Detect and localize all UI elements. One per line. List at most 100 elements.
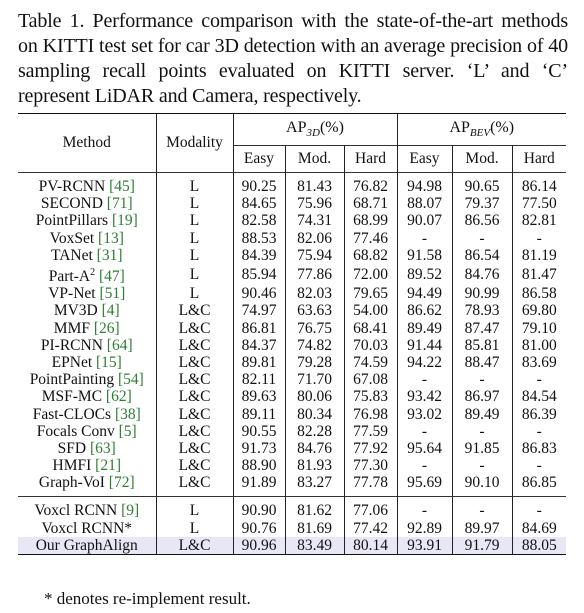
value-cell: 69.80 — [511, 302, 566, 320]
modality-cell: L&C — [155, 388, 233, 406]
table-row: SFD [63] L&C 91.73 84.76 77.92 95.64 91.85 86.8… — [18, 439, 566, 457]
citation-link[interactable]: [13] — [98, 229, 124, 247]
citation-link[interactable]: [62] — [105, 388, 132, 406]
value-cell: - — [511, 422, 566, 440]
header-apbev: APBEV(%) — [396, 113, 566, 146]
citation-link[interactable]: [63] — [89, 439, 116, 457]
method-cell: VP-Net [51] — [48, 285, 126, 303]
citation-link[interactable]: [4] — [101, 302, 120, 320]
value-cell: 74.82 — [284, 336, 344, 354]
value-cell: 72.00 — [343, 263, 397, 286]
value-cell: 77.78 — [343, 474, 397, 492]
value-cell: 77.30 — [343, 456, 397, 475]
value-cell: 81.93 — [284, 456, 344, 475]
value-cell: 83.69 — [511, 353, 566, 372]
value-cell: 83.27 — [284, 474, 344, 492]
method-cell: Voxcl RCNN* — [41, 519, 133, 537]
table-row: PV-RCNN [45] L 90.25 81.43 76.82 94.98 90.65 86… — [18, 178, 566, 196]
value-cell: 86.39 — [511, 405, 566, 423]
table-row: Our GraphAlign L&C 90.96 83.49 80.14 93.91 91.… — [18, 536, 566, 555]
value-cell: 80.34 — [284, 405, 344, 423]
value-cell: 54.00 — [343, 302, 397, 320]
modality-cell: L — [155, 246, 233, 264]
citation-link[interactable]: [26] — [93, 319, 120, 337]
method-cell: Voxcl RCNN [9] — [34, 502, 140, 520]
citation-link[interactable]: [31] — [96, 246, 123, 264]
method-cell: PV-RCNN [45] — [38, 178, 135, 196]
modality-cell: L — [155, 263, 233, 286]
citation-link[interactable]: [45] — [109, 178, 135, 196]
value-cell: 68.99 — [343, 212, 397, 230]
value-cell: 94.49 — [396, 285, 452, 303]
method-cell: PointPainting [54] — [29, 371, 144, 389]
value-cell: 82.11 — [232, 371, 285, 389]
value-cell: 90.55 — [232, 422, 285, 440]
citation-link[interactable]: [71] — [106, 195, 133, 213]
citation-link[interactable]: [51] — [99, 285, 126, 303]
modality-cell: L — [155, 502, 233, 520]
modality-cell: L&C — [155, 439, 233, 457]
value-cell: 93.02 — [396, 405, 452, 423]
table-row: Focals Conv [5] L&C 90.55 82.28 77.59- - - — [18, 422, 566, 440]
value-cell: 85.94 — [232, 263, 285, 286]
method-cell: TANet [31] — [50, 246, 123, 264]
citation-link[interactable]: [38] — [114, 405, 141, 423]
value-cell: 74.31 — [284, 212, 344, 230]
value-cell: 90.10 — [451, 474, 512, 492]
citation-link[interactable]: [21] — [95, 457, 121, 475]
method-cell: PI-RCNN [64] — [40, 336, 133, 354]
value-cell: 78.93 — [451, 302, 512, 320]
value-cell: 86.14 — [511, 178, 566, 196]
value-cell: 77.59 — [343, 422, 397, 440]
value-cell: 74.59 — [343, 353, 397, 372]
citation-link[interactable]: [9] — [121, 502, 140, 520]
citation-link[interactable]: [19] — [111, 212, 138, 230]
value-cell: 75.96 — [284, 195, 344, 213]
table-row: MSF-MC [62] L&C 89.63 80.06 75.83 93.42 86.97 8… — [18, 388, 566, 406]
value-cell: 80.06 — [284, 388, 344, 406]
citation-link[interactable]: [5] — [118, 422, 137, 440]
table-row: PI-RCNN [64] L&C 84.37 74.82 70.03 91.44 85.81… — [18, 336, 566, 354]
table-row: MV3D [4] L&C 74.97 63.63 54.00 86.62 78.93 69.8… — [18, 302, 566, 320]
value-cell: 88.47 — [451, 353, 512, 372]
value-cell: 84.39 — [232, 246, 285, 264]
header-mod-bev: Mod. — [451, 145, 512, 173]
header-easy-3d: Easy — [232, 145, 285, 173]
method-cell: EPNet [15] — [51, 353, 122, 371]
value-cell: 90.25 — [232, 178, 285, 196]
citation-link[interactable]: [54] — [117, 371, 144, 389]
value-cell: - — [511, 371, 566, 389]
value-cell: 93.42 — [396, 388, 452, 406]
value-cell: 94.98 — [396, 178, 452, 196]
header-method: Method — [18, 113, 156, 173]
value-cell: 90.90 — [232, 502, 285, 520]
header-hard-3d: Hard — [343, 145, 397, 173]
value-cell: 84.69 — [511, 519, 566, 537]
value-cell: 81.69 — [284, 519, 344, 537]
table-row: VoxSet [13] L 88.53 82.06 77.46- - - — [18, 229, 566, 247]
value-cell: 89.49 — [396, 319, 452, 337]
value-cell: 90.99 — [451, 285, 512, 303]
citation-link[interactable]: [47] — [98, 268, 125, 286]
value-cell: 90.46 — [232, 285, 285, 303]
value-cell: - — [451, 456, 512, 475]
modality-cell: L&C — [155, 319, 233, 337]
citation-link[interactable]: [64] — [106, 336, 133, 354]
modality-cell: L — [155, 178, 233, 196]
method-cell: PointPillars [19] — [35, 212, 138, 230]
value-cell: 88.53 — [232, 229, 285, 247]
value-cell: 90.96 — [232, 536, 285, 555]
table-row: Voxcl RCNN [9] L 90.90 81.62 77.06- - - — [18, 502, 566, 520]
value-cell: 82.28 — [284, 422, 344, 440]
modality-cell: L&C — [155, 536, 233, 555]
value-cell: 74.97 — [232, 302, 285, 320]
modality-cell: L — [155, 519, 233, 537]
value-cell: 82.06 — [284, 229, 344, 247]
citation-link[interactable]: [15] — [96, 353, 122, 371]
value-cell: 83.49 — [284, 536, 344, 555]
value-cell: 70.03 — [343, 336, 397, 354]
modality-cell: L&C — [155, 422, 233, 440]
modality-cell: L&C — [155, 336, 233, 354]
citation-link[interactable]: [72] — [108, 474, 135, 492]
value-cell: 86.97 — [451, 388, 512, 406]
